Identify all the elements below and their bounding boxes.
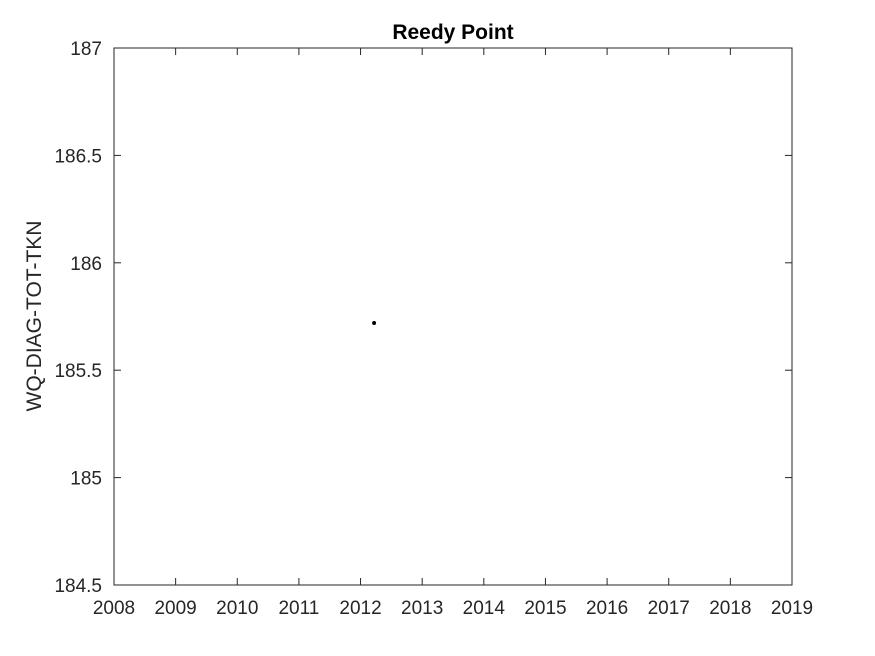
y-tick-label: 185.5 [54,361,102,382]
y-tick-label: 186 [70,254,102,275]
y-tick-label: 187 [70,39,102,60]
x-tick-label: 2014 [463,598,506,619]
x-tick-label: 2013 [401,598,443,619]
axes-box [113,47,793,586]
data-point [372,320,377,325]
x-tick-label: 2008 [93,598,135,619]
x-tick-label: 2017 [648,598,690,619]
x-tick-label: 2016 [586,598,628,619]
x-tick-label: 2010 [216,598,258,619]
y-axis-label: WQ-DIAG-TOT-TKN [23,221,46,412]
x-tick-label: 2009 [154,598,196,619]
plot-area [114,48,792,585]
x-tick-label: 2018 [709,598,751,619]
chart-title: Reedy Point [392,21,513,44]
x-tick-label: 2012 [339,598,381,619]
y-tick-label: 186.5 [54,146,102,167]
x-tick-labels: 2008 2009 2010 2011 2012 2013 2014 2015 2016 2017… [93,598,813,619]
data-points [372,320,377,325]
y-tick-labels: 184.5 185 185.5 186 186.5 187 [54,39,102,597]
x-tick-label: 2011 [278,598,319,619]
x-tick-label: 2015 [524,598,566,619]
x-tick-label: 2019 [771,598,813,619]
y-tick-label: 185 [70,469,102,490]
y-tick-label: 184.5 [54,576,102,597]
